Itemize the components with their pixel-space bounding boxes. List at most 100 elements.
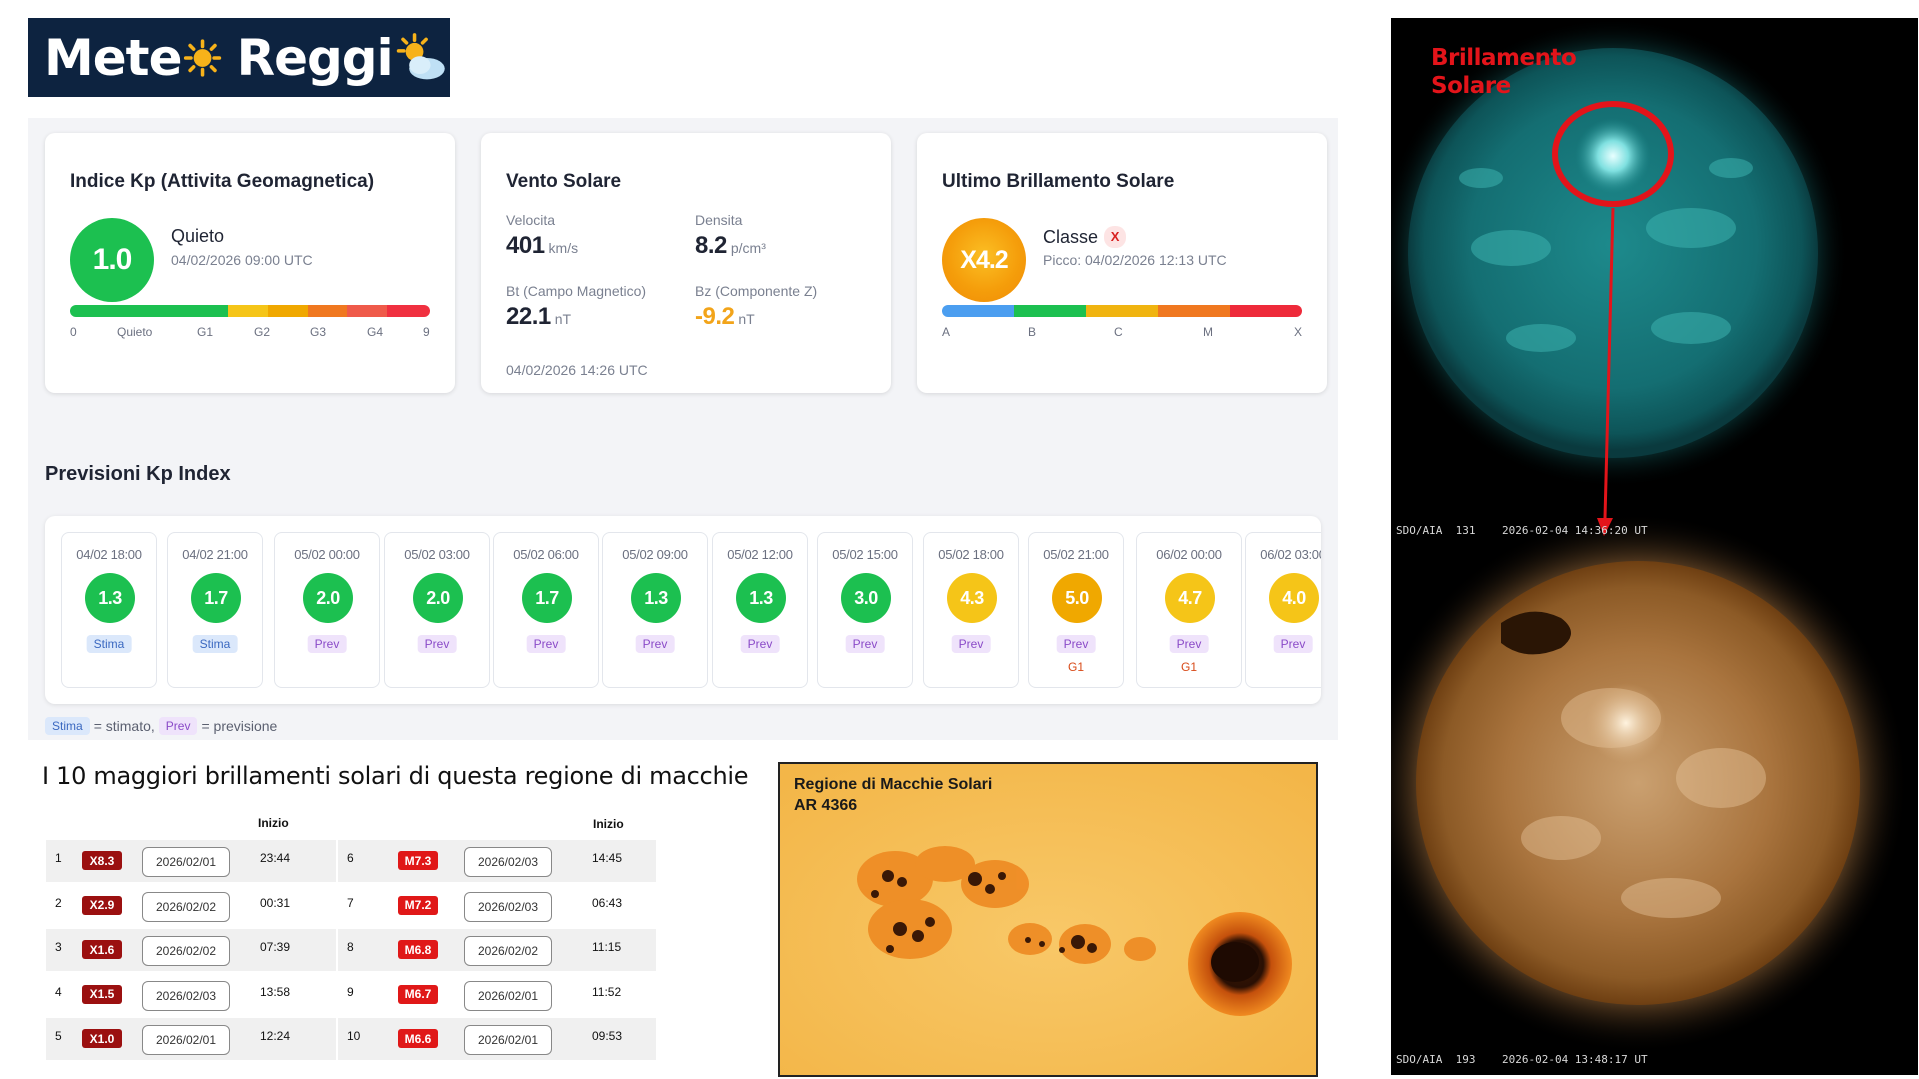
- kp-value-circle: 1.0: [70, 218, 154, 302]
- kp-scale-ticks: 0 Quieto G1 G2 G3 G4 9: [70, 325, 430, 341]
- forecast-item: 05/02 18:00 4.3 Prev: [923, 532, 1019, 688]
- forecast-storm-level: G1: [1180, 660, 1197, 674]
- logo-text-2: Reggi: [236, 28, 394, 87]
- forecast-item: 05/02 09:00 1.3 Prev: [602, 532, 708, 688]
- flare-scale-ticks: A B C M X: [942, 325, 1302, 341]
- forecast-tag: Prev: [951, 635, 991, 653]
- table-row: 4 X1.5 2026/02/03 13:58: [46, 974, 336, 1016]
- forecast-tag: Prev: [1273, 635, 1313, 653]
- kp-tick: G3: [310, 325, 327, 339]
- forecast-strip[interactable]: 04/02 18:00 1.3 Stima 04/02 21:00 1.7 Stima 05…: [45, 516, 1321, 704]
- col-header-start: Inizio: [593, 817, 624, 831]
- sdo-graphic: [1391, 18, 1908, 1053]
- kp-status: Quieto: [171, 226, 225, 246]
- flare-date-field: 2026/02/01: [142, 847, 230, 877]
- flare-class-badge: M7.3: [398, 851, 438, 870]
- speed-value: 401 km/s: [506, 232, 579, 259]
- bt-value: 22.1 nT: [506, 303, 572, 330]
- flare-image-title-line1: Brillamento: [1431, 45, 1577, 71]
- flare-date-field: 2026/02/01: [464, 1025, 552, 1055]
- forecast-kp-circle: 5.0: [1052, 573, 1102, 623]
- forecast-tag: Prev: [845, 635, 885, 653]
- flare-class-badge: X: [1104, 226, 1127, 248]
- flare-rank: 5: [55, 1029, 62, 1043]
- logo-text-1: Mete: [44, 28, 182, 87]
- forecast-date: 06/02 03:00: [1260, 547, 1321, 562]
- sdo-caption-193: SDO/AIA 193 2026-02-04 13:48:17 UT: [1396, 1053, 1648, 1066]
- solar-flare-card: Ultimo Brillamento Solare X4.2 Classe X …: [917, 133, 1327, 393]
- forecast-kp-circle: 1.3: [85, 573, 135, 623]
- forecast-kp-circle: 1.7: [522, 573, 572, 623]
- flare-class-badge: X2.9: [82, 895, 122, 915]
- flare-rank: 8: [347, 940, 354, 954]
- flare-class-row: Classe X: [1043, 226, 1127, 248]
- legend-stima-text: = stimato,: [93, 718, 155, 734]
- kp-card-title: Indice Kp (Attivita Geomagnetica): [70, 171, 375, 192]
- flare-image-title: Brillamento Solare: [1431, 44, 1577, 100]
- sunspot-region-id: AR 4366: [794, 797, 858, 814]
- forecast-kp-circle: 4.0: [1269, 573, 1319, 623]
- flare-start-time: 12:24: [260, 1029, 291, 1043]
- kp-tick: G2: [254, 325, 271, 339]
- forecast-kp-circle: 1.3: [631, 573, 681, 623]
- forecast-item: 05/02 15:00 3.0 Prev: [817, 532, 913, 688]
- flare-rank: 1: [55, 851, 62, 865]
- forecast-item: 05/02 03:00 2.0 Prev: [384, 532, 490, 688]
- forecast-date: 04/02 21:00: [182, 547, 248, 562]
- flare-date-field: 2026/02/02: [142, 936, 230, 966]
- forecast-tag: Prev: [635, 635, 675, 653]
- flare-rank: 6: [347, 851, 354, 865]
- forecast-item: 04/02 18:00 1.3 Stima: [61, 532, 157, 688]
- forecast-tag: Stima: [86, 635, 132, 653]
- flare-class-badge: M6.7: [398, 984, 438, 1004]
- flare-date-field: 2026/02/03: [464, 891, 552, 922]
- forecast-tag: Prev: [307, 635, 347, 653]
- flare-rank: 4: [55, 984, 62, 999]
- flare-start-time: 23:44: [260, 851, 291, 865]
- flare-date-field: 2026/02/02: [464, 936, 552, 966]
- flare-start-time: 13:58: [260, 984, 291, 999]
- forecast-date: 05/02 21:00: [1043, 547, 1109, 562]
- forecast-date: 06/02 00:00: [1156, 547, 1222, 562]
- forecast-title: Previsioni Kp Index: [45, 463, 231, 485]
- speed-label: Velocita: [506, 212, 556, 228]
- table-row: 1 X8.3 2026/02/01 23:44: [46, 840, 336, 882]
- flare-rank: 2: [55, 895, 62, 910]
- flare-start-time: 14:45: [592, 851, 623, 865]
- flare-class-badge: M6.8: [398, 940, 438, 959]
- flare-class-badge: X1.6: [82, 940, 122, 959]
- flare-class-badge: M6.6: [398, 1029, 438, 1048]
- forecast-date: 05/02 09:00: [622, 547, 688, 562]
- flare-date-field: 2026/02/02: [142, 891, 230, 922]
- forecast-kp-circle: 2.0: [413, 573, 463, 623]
- flare-tick: B: [1028, 325, 1037, 339]
- forecast-item: 04/02 21:00 1.7 Stima: [167, 532, 263, 688]
- forecast-storm-level: G1: [1067, 660, 1084, 674]
- forecast-item: 05/02 06:00 1.7 Prev: [493, 532, 599, 688]
- bz-label: Bz (Componente Z): [695, 283, 818, 299]
- meteo-reggio-logo: Mete Reggi: [28, 18, 450, 97]
- legend-prev-text: = previsione: [201, 718, 278, 734]
- table-row: 3 X1.6 2026/02/02 07:39: [46, 929, 336, 971]
- flare-start-time: 00:31: [260, 895, 291, 910]
- flare-start-time: 07:39: [260, 940, 291, 954]
- sunspot-title: Regione di Macchie Solari AR 4366: [794, 774, 992, 816]
- bz-value: -9.2 nT: [695, 303, 755, 330]
- forecast-item: 06/02 00:00 4.7 Prev G1: [1136, 532, 1242, 688]
- flare-date-field: 2026/02/03: [142, 980, 230, 1011]
- forecast-kp-circle: 4.3: [947, 573, 997, 623]
- flare-tick: C: [1114, 325, 1123, 339]
- sunspot-title-line1: Regione di Macchie Solari: [794, 776, 993, 793]
- forecast-tag: Prev: [740, 635, 780, 653]
- forecast-item: 05/02 12:00 1.3 Prev: [712, 532, 808, 688]
- forecast-kp-circle: 1.7: [191, 573, 241, 623]
- forecast-kp-circle: 3.0: [841, 573, 891, 623]
- forecast-date: 05/02 12:00: [727, 547, 793, 562]
- flare-image-title-line2: Solare: [1431, 73, 1511, 99]
- flare-class-badge: X1.0: [82, 1029, 122, 1048]
- top-flares-title: I 10 maggiori brillamenti solari di ques…: [42, 762, 749, 790]
- kp-tick: G1: [197, 325, 214, 339]
- flare-date-field: 2026/02/03: [464, 847, 552, 877]
- table-row: 8 M6.8 2026/02/02 11:15: [338, 929, 656, 971]
- forecast-item: 05/02 21:00 5.0 Prev G1: [1028, 532, 1124, 688]
